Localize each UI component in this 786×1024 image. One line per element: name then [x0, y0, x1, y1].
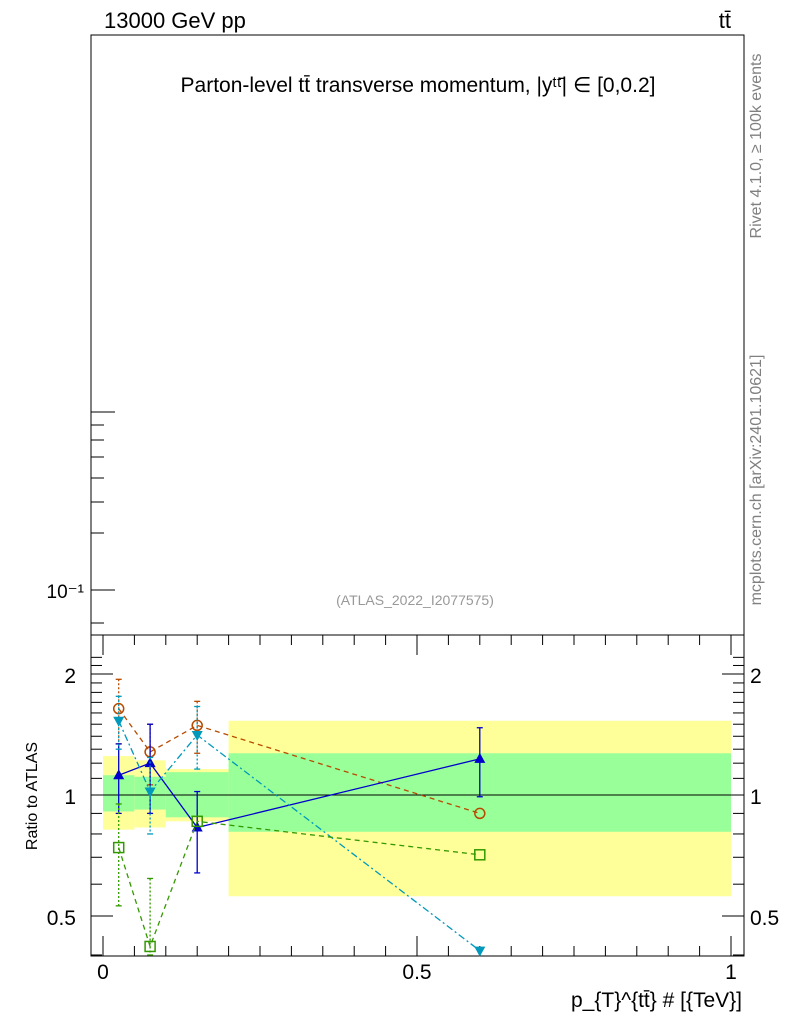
data-point	[191, 731, 203, 742]
data-point	[113, 716, 125, 727]
xtick-label-0.5: 0.5	[402, 961, 431, 984]
xtick-label-0: 0	[97, 961, 109, 984]
process-label: tt̄	[719, 8, 731, 33]
data-point	[113, 769, 125, 780]
ratio-ytick-label-left-0: 0.5	[47, 907, 76, 930]
main-ytick-label: 10⁻¹	[47, 582, 85, 603]
source-url-label: mcplots.cern.ch [arXiv:2401.10621]	[748, 355, 765, 606]
data-point	[144, 940, 156, 953]
collider-label: 13000 GeV pp	[104, 8, 246, 33]
y-axis-label: Ratio to ATLAS	[24, 742, 41, 850]
ratio-ytick-label-right-1: 1	[750, 786, 762, 809]
series-line-1	[118, 758, 480, 829]
main-panel-frame	[90, 34, 745, 636]
series-line-0	[118, 708, 480, 815]
ratio-ytick-label-right-2: 2	[750, 665, 762, 688]
analysis-id: (ATLAS_2022_I2077575)	[336, 592, 494, 608]
ratio-axes	[91, 635, 744, 956]
data-point	[191, 815, 203, 828]
data-point	[474, 946, 486, 957]
main-y-axis-ticks	[91, 411, 115, 624]
ratio-ytick-label-left-1: 1	[64, 786, 76, 809]
data-point	[112, 841, 125, 854]
series-line-3	[118, 820, 480, 949]
data-point	[474, 752, 486, 763]
ratio-series	[112, 678, 486, 957]
ratio-ytick-label-right-0: 0.5	[750, 907, 779, 930]
x-axis-label: p_{T}^{tt̄} # [{TeV}]	[571, 989, 742, 1012]
plot-title: Parton-level tt̄ transverse momentum, |y…	[181, 74, 656, 97]
rivet-version-label: Rivet 4.1.0, ≥ 100k events	[748, 54, 765, 239]
ratio-ytick-label-left-2: 2	[64, 665, 76, 688]
data-point	[474, 807, 486, 820]
xtick-label-1: 1	[725, 961, 737, 984]
data-point	[474, 849, 486, 861]
data-point	[144, 787, 156, 798]
